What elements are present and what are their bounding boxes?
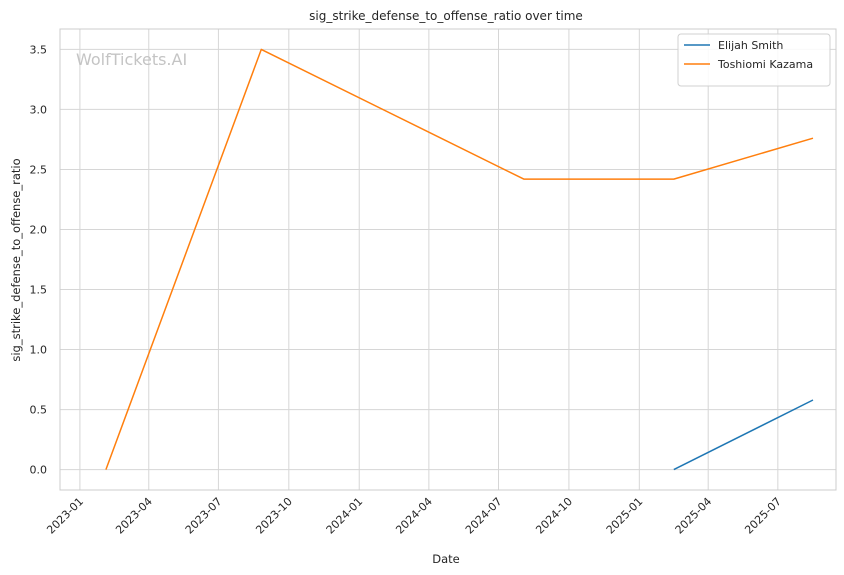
y-tick-label: 0.5 [30, 404, 48, 417]
y-axis-ticks: 0.0 0.5 1.0 1.5 2.0 2.5 3.0 3.5 [30, 43, 48, 476]
y-tick-label: 0.0 [30, 464, 48, 477]
legend-label: Toshiomi Kazama [717, 58, 813, 71]
x-tick-label: 2023-10 [253, 495, 295, 537]
x-tick-label: 2025-04 [673, 495, 715, 537]
y-tick-label: 1.5 [30, 284, 48, 297]
x-tick-label: 2024-01 [324, 495, 366, 537]
x-tick-label: 2023-01 [44, 495, 86, 537]
x-tick-label: 2025-07 [742, 495, 784, 537]
y-tick-label: 3.5 [30, 43, 48, 56]
x-tick-label: 2024-07 [463, 495, 505, 537]
plot-area [59, 28, 837, 491]
y-tick-label: 2.0 [30, 223, 48, 236]
grid [60, 29, 836, 490]
series-lines [105, 48, 814, 471]
y-tick-label: 3.0 [30, 103, 48, 116]
watermark: WolfTickets.AI [76, 50, 187, 69]
x-axis-ticks: 2023-01 2023-04 2023-07 2023-10 2024-01 2024-… [44, 495, 784, 537]
x-tick-label: 2025-01 [604, 495, 646, 537]
y-tick-label: 1.0 [30, 344, 48, 357]
x-tick-label: 2023-07 [183, 495, 225, 537]
legend-label: Elijah Smith [718, 39, 783, 52]
series-line-elijah-smith [673, 399, 814, 471]
y-axis-label: sig_strike_defense_to_offense_ratio [9, 158, 23, 361]
x-tick-label: 2023-04 [113, 495, 155, 537]
series-line-toshiomi-kazama [105, 48, 814, 470]
chart-title: sig_strike_defense_to_offense_ratio over… [309, 9, 583, 23]
y-tick-label: 2.5 [30, 163, 48, 176]
legend-box [677, 33, 831, 87]
legend: Elijah Smith Toshiomi Kazama [677, 33, 831, 87]
x-tick-label: 2024-04 [393, 495, 435, 537]
x-tick-label: 2024-10 [533, 495, 575, 537]
x-axis-label: Date [432, 552, 460, 566]
